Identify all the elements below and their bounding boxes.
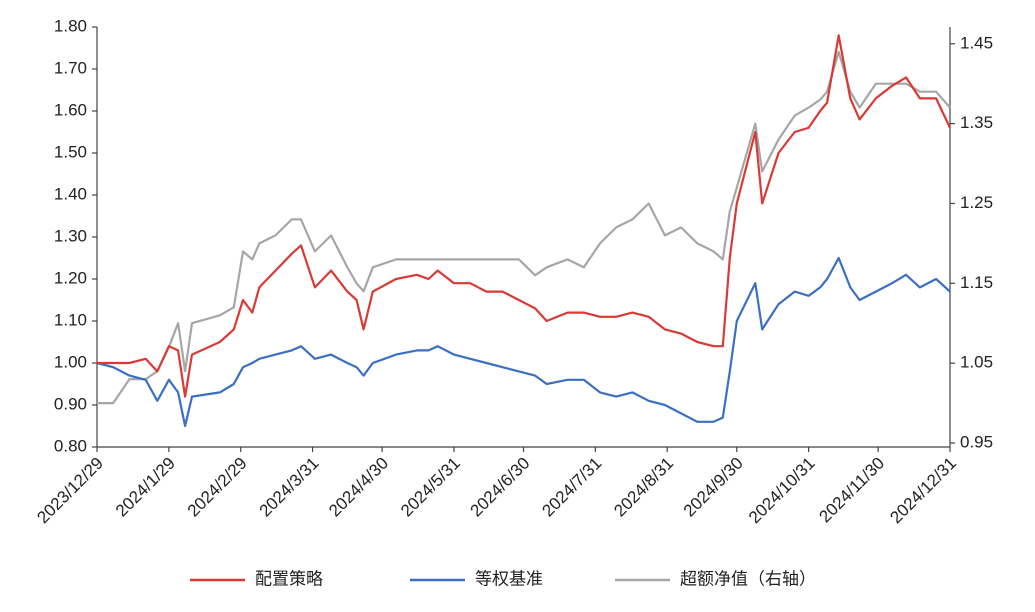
- series-line: [97, 50, 951, 405]
- y-tick-label: 0.90: [54, 394, 87, 413]
- legend-label: 等权基准: [475, 569, 543, 588]
- y2-tick-label: 1.35: [960, 113, 993, 132]
- y-tick-label: 1.80: [54, 16, 87, 35]
- y-tick-label: 1.70: [54, 58, 87, 77]
- y2-tick-label: 1.45: [960, 33, 993, 52]
- series-line: [96, 256, 951, 428]
- legend-label: 配置策略: [255, 569, 323, 588]
- y-tick-label: 1.00: [54, 352, 87, 371]
- x-tick-label: 2024/11/30: [815, 454, 888, 527]
- x-tick-label: 2024/4/30: [325, 454, 392, 521]
- y-tick-label: 1.30: [54, 226, 87, 245]
- y-tick-label: 1.40: [54, 184, 87, 203]
- x-tick-label: 2024/2/29: [184, 454, 251, 521]
- y-tick-label: 1.60: [54, 100, 87, 119]
- y2-tick-label: 1.25: [960, 193, 993, 212]
- x-tick-label: 2024/8/31: [610, 454, 677, 521]
- series-line: [97, 34, 951, 398]
- x-tick-label: 2024/6/30: [467, 454, 534, 521]
- y2-tick-label: 1.05: [960, 353, 993, 372]
- y2-tick-label: 1.15: [960, 273, 993, 292]
- x-tick-label: 2024/3/31: [256, 454, 323, 521]
- y-tick-label: 1.10: [54, 310, 87, 329]
- y-tick-label: 0.80: [54, 436, 87, 455]
- x-tick-label: 2024/12/31: [886, 454, 960, 528]
- y2-tick-label: 0.95: [960, 432, 993, 451]
- legend-label: 超额净值（右轴）: [680, 569, 816, 588]
- y-tick-label: 1.50: [54, 142, 87, 161]
- x-tick-label: 2024/5/31: [397, 454, 464, 521]
- x-tick-label: 2023/12/29: [33, 454, 107, 528]
- x-tick-label: 2024/1/29: [112, 454, 179, 521]
- x-tick-label: 2024/7/31: [538, 454, 605, 521]
- x-tick-label: 2024/10/31: [745, 454, 819, 528]
- y-tick-label: 1.20: [54, 268, 87, 287]
- x-tick-label: 2024/9/30: [680, 454, 747, 521]
